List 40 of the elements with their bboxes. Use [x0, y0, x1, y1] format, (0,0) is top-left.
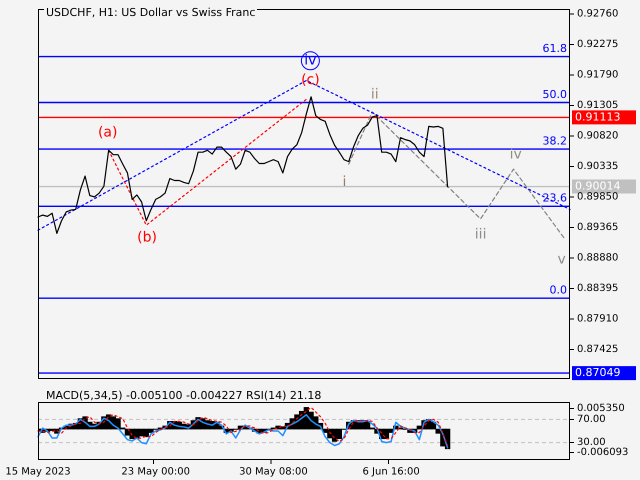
- x-tick-label: 15 May 2023: [5, 466, 71, 478]
- annotation: ii: [370, 86, 379, 102]
- annotation: (a): [98, 124, 118, 141]
- annotation: 38.2: [542, 134, 567, 148]
- annotation: iv: [304, 52, 316, 68]
- y-tick-label: 0.87425: [577, 344, 618, 356]
- y-tick-label: 0.89850: [577, 191, 618, 202]
- y-tick-label: 0.88880: [577, 252, 618, 264]
- y-tick-label: 0.92275: [577, 38, 618, 50]
- y-tick-label: 0.88395: [577, 282, 618, 294]
- line-series: [348, 111, 566, 240]
- x-tick-label: 30 May 08:00: [239, 466, 308, 478]
- chart-title: USDCHF, H1: US Dollar vs Swiss Franc: [44, 6, 258, 19]
- annotation: v: [557, 252, 566, 268]
- chart-title: MACD(5,34,5) -0.005100 -0.004227 RSI(14) 21.18: [44, 389, 324, 402]
- line-series: [37, 406, 448, 446]
- x-tick-label: 6 Jun 16:00: [362, 466, 420, 478]
- y-tick-label: 0.89365: [577, 222, 618, 233]
- ref-line-label: 0.87049: [575, 366, 620, 379]
- x-tick-label: 23 May 00:00: [121, 466, 190, 478]
- y-tick-label: 0.005350: [577, 402, 625, 414]
- annotation: 61.8: [542, 42, 567, 55]
- annotation: iv: [510, 146, 522, 162]
- y2-tick-label: 70.00: [577, 414, 606, 425]
- y2-tick-label: 30.00: [577, 437, 606, 448]
- ref-line-label: 0.90014: [575, 179, 620, 192]
- annotation: 0.0: [550, 284, 567, 297]
- annotation: (b): [137, 230, 157, 246]
- y-tick-label: 0.87910: [577, 314, 618, 325]
- annotation: (c): [301, 72, 320, 88]
- ref-line-label: 0.91113: [575, 110, 620, 124]
- annotation: iii: [474, 226, 486, 243]
- annotation: i: [342, 174, 346, 190]
- y-tick-label: -0.006093: [577, 447, 628, 458]
- y-tick-label: 0.90820: [577, 130, 618, 142]
- y-tick-label: 0.91305: [577, 100, 618, 111]
- y-tick-label: 0.92760: [577, 8, 618, 20]
- annotation: 50.0: [542, 88, 567, 101]
- y-tick-label: 0.91790: [577, 69, 618, 80]
- y-tick-label: 0.90335: [577, 160, 618, 172]
